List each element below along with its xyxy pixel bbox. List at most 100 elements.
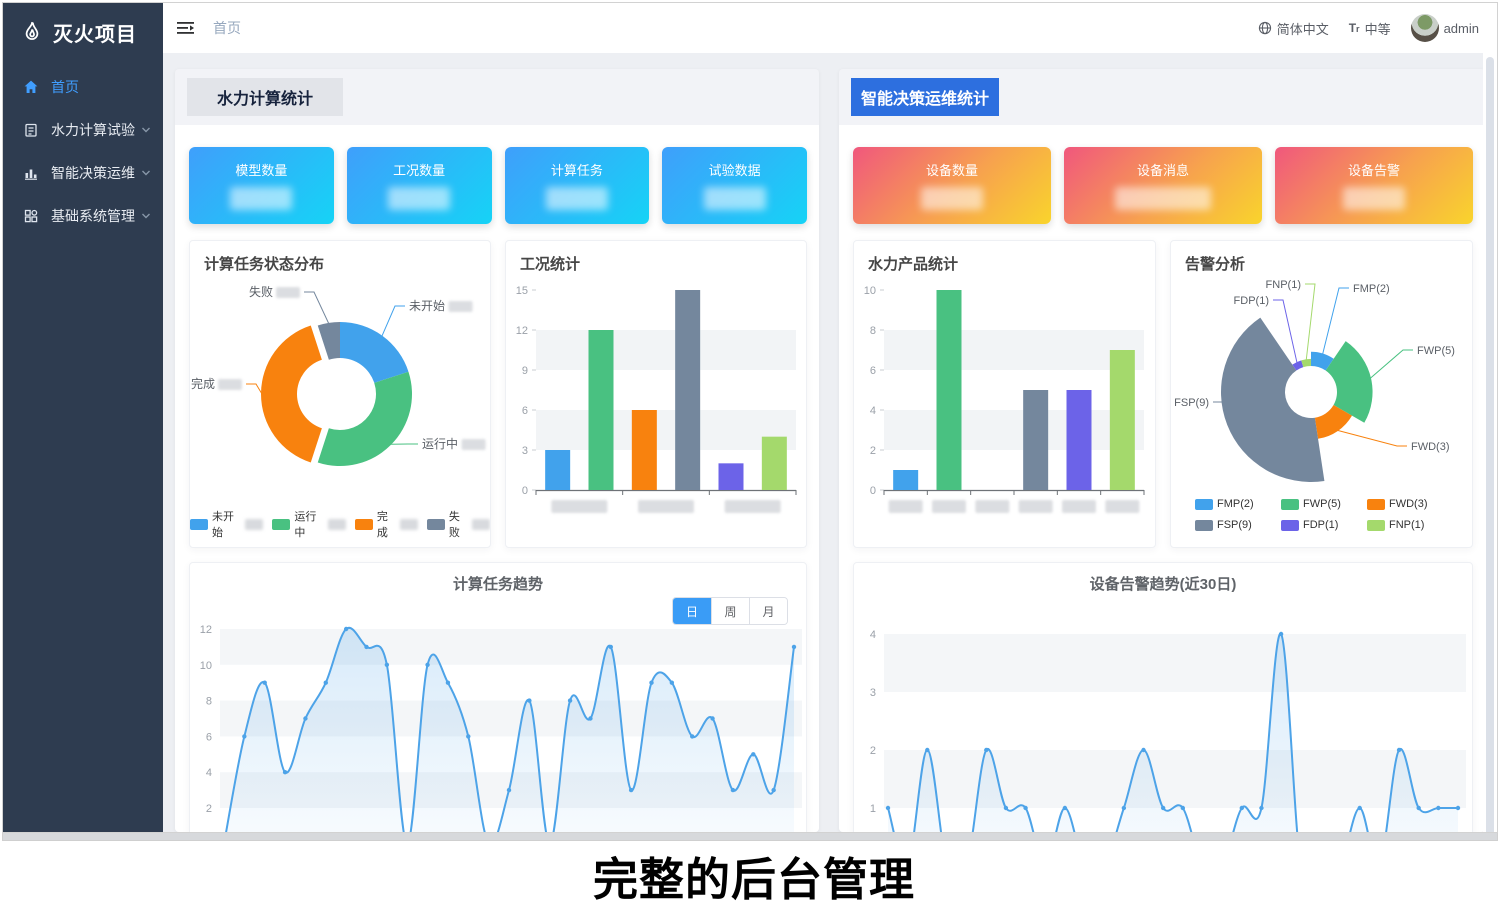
svg-text:FDP(1): FDP(1)	[1234, 295, 1269, 307]
stat-value-redacted	[388, 187, 451, 210]
svg-text:12: 12	[200, 624, 212, 636]
app-title: 灭火项目	[53, 24, 137, 46]
svg-text:FSP(9): FSP(9)	[1174, 397, 1209, 409]
tab-month[interactable]: 月	[749, 598, 787, 624]
bar-chart-products[interactable]: 0 2 4 6 8 10	[854, 276, 1154, 532]
legend-value-redacted	[245, 518, 264, 530]
panel-header: 水力计算统计	[175, 69, 819, 125]
clipboard-icon	[23, 122, 39, 138]
stat-card-alarms: 设备告警	[1275, 147, 1473, 224]
svg-text:4: 4	[870, 405, 876, 417]
tab-week[interactable]: 周	[711, 598, 749, 624]
legend-swatch	[1367, 519, 1385, 531]
legend-item[interactable]: 运行中	[272, 508, 346, 540]
period-tab-group: 日 周 月	[672, 597, 788, 625]
bar-chart-icon	[23, 165, 39, 181]
sidebar-item-label: 首页	[51, 78, 79, 95]
language-label: 简体中文	[1276, 21, 1329, 37]
bar-chart-conditions[interactable]: 0 3 6 9 12 15	[506, 276, 806, 532]
legend-swatch	[1367, 498, 1385, 510]
line-chart-alarm-trend[interactable]: 1 2 3 4	[854, 607, 1466, 832]
svg-text:1: 1	[870, 803, 876, 815]
user-menu[interactable]: admin	[1410, 14, 1479, 42]
legend-item[interactable]: FNP(1)	[1367, 519, 1453, 531]
font-size-switcher[interactable]: Tr 中等	[1349, 19, 1391, 38]
svg-text:3: 3	[522, 445, 528, 457]
svg-text:9: 9	[522, 365, 528, 377]
chart-card-task-status: 计算任务状态分布 未开始 运行中 完成 失败 未开始 运行中 完成 失败	[189, 240, 491, 548]
horizontal-scrollbar[interactable]	[2, 833, 1498, 841]
legend-swatch	[1195, 519, 1213, 531]
chart-card-product-stats: 水力产品统计 0 2 4 6 8 10	[853, 240, 1156, 548]
legend-item[interactable]: FWD(3)	[1367, 498, 1453, 510]
legend-item[interactable]: FMP(2)	[1195, 498, 1281, 510]
stat-card-label: 试验数据	[708, 163, 761, 178]
sidebar-item-home[interactable]: 首页	[3, 65, 163, 108]
font-size-icon: Tr	[1348, 21, 1360, 35]
topbar-right: 简体中文 Tr 中等 admin	[1258, 14, 1479, 42]
svg-text:4: 4	[206, 767, 212, 779]
svg-text:0: 0	[522, 485, 528, 497]
svg-text:6: 6	[206, 731, 212, 743]
sidebar-item-system-admin[interactable]: 基础系统管理	[3, 194, 163, 237]
svg-text:FMP(2): FMP(2)	[1353, 283, 1390, 295]
stat-card-label: 模型数量	[235, 163, 288, 178]
breadcrumb[interactable]: 首页	[213, 20, 241, 36]
chevron-down-icon	[141, 211, 151, 221]
username: admin	[1443, 20, 1479, 36]
chevron-down-icon	[141, 168, 151, 178]
legend-item[interactable]: 完成	[354, 508, 418, 540]
language-switcher[interactable]: 简体中文	[1258, 19, 1329, 38]
svg-text:FNP(1): FNP(1)	[1266, 279, 1301, 291]
legend-swatch	[190, 518, 208, 530]
svg-text:8: 8	[206, 696, 212, 708]
chart-title: 工况统计	[520, 256, 581, 273]
stat-card-conditions: 工况数量	[346, 147, 492, 224]
legend-item[interactable]: 未开始	[190, 508, 264, 540]
sidebar-item-smart-ops[interactable]: 智能决策运维	[3, 151, 163, 194]
svg-text:6: 6	[522, 405, 528, 417]
legend-item[interactable]: FWP(5)	[1281, 498, 1367, 510]
svg-text:4: 4	[870, 629, 876, 641]
font-size-label: 中等	[1364, 21, 1391, 37]
panel-smart-ops-stats: 智能决策运维统计 设备数量 设备消息 设备告警	[839, 69, 1485, 832]
scrollbar-gutter	[1483, 53, 1497, 832]
svg-text:运行中: 运行中	[422, 436, 458, 451]
legend-swatch	[1281, 519, 1299, 531]
sidebar-item-hydraulic-test[interactable]: 水力计算试验	[3, 108, 163, 151]
vertical-scrollbar[interactable]	[1486, 57, 1494, 832]
rose-chart-alarms[interactable]: FMP(2) FWP(5) FWD(3) FSP(9) FDP(1) FNP(1)	[1171, 276, 1471, 494]
sidebar-item-label: 基础系统管理	[51, 207, 135, 224]
svg-text:3: 3	[870, 687, 876, 699]
app-logo[interactable]: 灭火项目	[3, 3, 163, 65]
line-chart-task-trend[interactable]: 2 4 6 8 10 12	[190, 607, 802, 832]
chart-title: 计算任务状态分布	[204, 256, 325, 273]
chart-title: 水力产品统计	[868, 256, 959, 273]
stat-card-label: 工况数量	[393, 163, 446, 178]
main-area: 首页 简体中文 Tr 中等 admin	[163, 3, 1497, 832]
rose-legend: FMP(2) FWP(5) FWD(3) FSP(9) FDP(1) FNP(1…	[1171, 498, 1472, 540]
sidebar-item-label: 智能决策运维	[51, 164, 135, 181]
svg-text:0: 0	[870, 485, 876, 497]
legend-value-redacted	[327, 518, 346, 530]
sidebar: 灭火项目 首页 水力计算试验 智能	[3, 3, 163, 832]
trend-card-alarm: 设备告警趋势(近30日) 1 2 3 4	[853, 562, 1473, 832]
trend-card-task: 计算任务趋势 日 周 月 2 4 6 8 10 12	[189, 562, 807, 832]
flame-icon	[19, 20, 45, 46]
tab-day[interactable]: 日	[673, 598, 711, 624]
stat-value-redacted	[230, 187, 293, 210]
line-chart-title: 计算任务趋势	[452, 576, 543, 593]
chevron-down-icon	[141, 125, 151, 135]
line-chart-wrap: 2 4 6 8 10 12	[190, 607, 806, 832]
top-navbar: 首页 简体中文 Tr 中等 admin	[163, 3, 1497, 53]
sidebar-collapse-icon[interactable]	[177, 20, 195, 36]
svg-text:8: 8	[870, 325, 876, 337]
legend-item[interactable]: FSP(9)	[1195, 519, 1281, 531]
svg-text:10: 10	[200, 660, 212, 672]
legend-item[interactable]: FDP(1)	[1281, 519, 1367, 531]
stat-card-label: 设备告警	[1347, 163, 1400, 178]
legend-item[interactable]: 失败	[426, 508, 490, 540]
legend-swatch	[272, 518, 291, 530]
stat-card-label: 计算任务	[550, 163, 603, 178]
